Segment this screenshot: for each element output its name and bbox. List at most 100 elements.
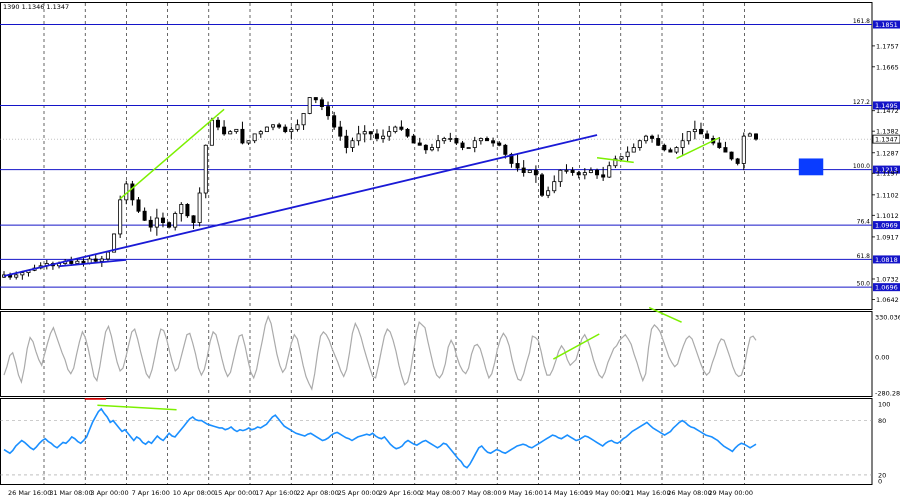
candle-body: [362, 131, 367, 135]
price-tick-label: 1.1382: [876, 128, 899, 136]
panel-frame: [0, 398, 873, 485]
candle-body: [491, 140, 496, 144]
fib-price-label: 1.1495: [875, 102, 898, 110]
price-tick-label: 1.0642: [876, 296, 899, 304]
candle-body: [20, 272, 25, 276]
candle-body: [423, 144, 428, 151]
fib-price-label: 1.1851: [875, 21, 898, 29]
support-box: [798, 158, 824, 176]
candle-body: [741, 135, 746, 164]
candle-body: [588, 169, 593, 173]
candle-body: [209, 119, 214, 146]
time-label: 2 May 08:00: [420, 489, 460, 497]
current-price-box: [872, 134, 900, 144]
candle-body: [515, 163, 520, 169]
candle-body: [705, 133, 710, 139]
oscillator-panel[interactable]: [3, 306, 757, 391]
fib-price-box: [873, 283, 900, 292]
candle-body: [234, 128, 239, 133]
candle-body: [723, 147, 728, 153]
candle-body: [429, 147, 434, 151]
candle-body: [729, 151, 734, 160]
candle-body: [472, 140, 477, 148]
time-label: 10 Apr 08:00: [173, 489, 215, 497]
candle-body: [448, 138, 453, 140]
chart-grid: [43, 3, 745, 484]
candle-body: [460, 142, 465, 148]
candle-body: [136, 199, 141, 212]
price-divergence-line: [676, 137, 720, 160]
candle-body: [179, 203, 184, 214]
candle-body: [601, 174, 606, 178]
fib-level-label: 50.0: [857, 281, 871, 288]
fib-price-label: 1.1213: [875, 166, 898, 174]
candle-body: [350, 140, 355, 148]
candle-body: [668, 149, 673, 153]
ohlc-readout: 1390 1.1346 1.1347: [3, 3, 69, 11]
candle-body: [625, 151, 630, 158]
price-tick-label: 1.1472: [876, 107, 899, 115]
time-label: 21 May 16:00: [626, 489, 671, 497]
time-label: 26 May 08:00: [667, 489, 712, 497]
candle-body: [307, 97, 312, 114]
candle-body: [405, 128, 410, 137]
fib-level-label: 161.8: [853, 18, 870, 25]
candle-body: [203, 144, 208, 194]
candle-body: [698, 128, 703, 135]
fib-level-label: 76.4: [857, 219, 871, 226]
candle-body: [118, 199, 123, 235]
candle-body: [99, 258, 104, 262]
candle-body: [112, 233, 117, 253]
candle-body: [436, 140, 441, 148]
rsi-line: [3, 407, 757, 469]
price-tick-label: 1.1197: [876, 170, 899, 178]
candle-body: [197, 192, 202, 223]
candle-body: [399, 126, 404, 130]
candle-body: [454, 138, 459, 144]
price-tick-label: 1.0732: [876, 275, 899, 283]
fib-price-box: [873, 165, 900, 174]
candle-body: [637, 140, 642, 148]
price-panel[interactable]: 161.8 127.2 100.0 76.4 61.8 50.0: [0, 18, 872, 288]
candle-body: [277, 124, 282, 128]
candle-body: [368, 131, 373, 135]
candle-body: [326, 106, 331, 117]
candle-body: [332, 115, 337, 128]
candle-body: [662, 144, 667, 151]
candle-body: [613, 158, 618, 167]
time-label: 29 Apr 16:00: [379, 489, 421, 497]
candle-body: [105, 251, 110, 260]
candle-body: [301, 113, 306, 126]
candle-body: [148, 219, 153, 228]
time-label: 26 Mar 16:00: [8, 489, 51, 497]
time-label: 22 Apr 08:00: [296, 489, 338, 497]
candle-body: [650, 135, 655, 139]
trendline-short-support: [58, 258, 127, 268]
candle-body: [533, 169, 538, 176]
candle-body: [619, 156, 624, 160]
candle-body: [527, 169, 532, 173]
rsi-tick-label: 20: [878, 471, 886, 479]
time-label: 29 May 00:00: [708, 489, 753, 497]
price-tick-label: 1.1665: [876, 63, 899, 71]
candle-body: [717, 142, 722, 148]
candle-body: [674, 147, 679, 153]
candle-body: [656, 138, 661, 146]
candle-body: [271, 124, 276, 128]
rsi-tick-label: 80: [878, 417, 886, 425]
candle-body: [497, 142, 502, 146]
candle-body: [344, 135, 349, 148]
candle-body: [142, 210, 147, 221]
candle-body: [686, 131, 691, 142]
rsi-panel[interactable]: [0, 398, 872, 476]
rsi-tick-label: 100: [878, 401, 890, 409]
candle-body: [509, 153, 514, 164]
candle-body: [295, 124, 300, 130]
rsi-divergence-line: [97, 404, 177, 411]
candle-body: [546, 190, 551, 196]
candle-body: [680, 140, 685, 148]
panel-frame: [0, 2, 873, 310]
oscillator-line: [3, 314, 757, 391]
